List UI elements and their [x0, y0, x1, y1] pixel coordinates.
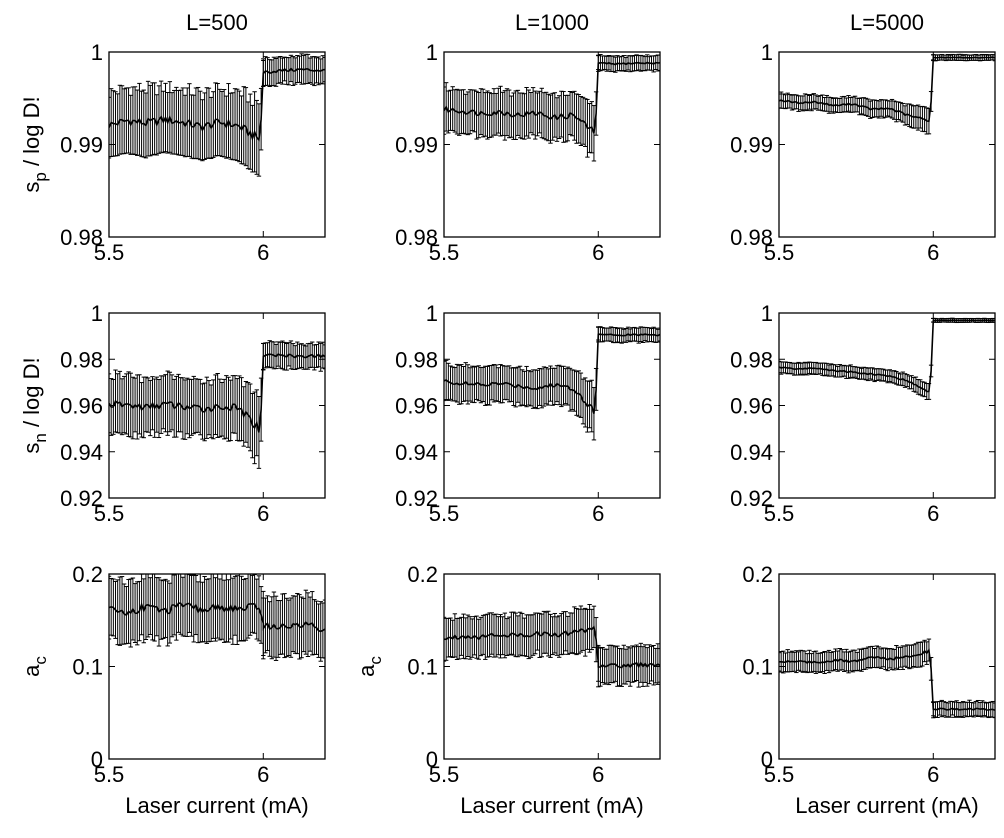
y-tick-label: 0 — [91, 747, 103, 772]
plot-frame — [778, 51, 996, 238]
series — [444, 326, 660, 441]
subplot-3-3: 5.5 6 0 0.1 0.2 Laser current (mA) — [742, 562, 996, 818]
column-title: L=5000 — [850, 10, 924, 35]
x-tick-label: 6 — [927, 501, 939, 526]
y-tick-label: 0.92 — [395, 486, 438, 511]
y-tick-label: 0 — [761, 747, 773, 772]
x-tick-label: 5.5 — [94, 240, 125, 265]
series — [779, 53, 995, 135]
mean-line — [444, 333, 660, 414]
x-tick-label: 5.5 — [94, 501, 125, 526]
column-title: L=1000 — [515, 10, 589, 35]
subplot-3-2: 5.5 6 0 0.1 0.2 Laser current (mA) ac — [354, 562, 661, 818]
x-tick-label: 5.5 — [764, 762, 795, 787]
column-title: L=500 — [186, 10, 248, 35]
x-tick-label: 5.5 — [764, 501, 795, 526]
y-tick-label: 0.2 — [407, 562, 438, 587]
x-tick-label: 5.5 — [429, 240, 460, 265]
mean-line — [109, 601, 325, 633]
x-tick-label: 6 — [592, 762, 604, 787]
series — [444, 603, 660, 688]
y-tick-label: 0.96 — [60, 394, 103, 419]
y-tick-label: 0.98 — [60, 347, 103, 372]
x-axis-label: Laser current (mA) — [125, 793, 308, 818]
y-axis-label: ac — [354, 656, 385, 677]
x-tick-label: 5.5 — [94, 762, 125, 787]
x-tick-label: 6 — [257, 501, 269, 526]
x-tick-label: 5.5 — [429, 762, 460, 787]
series — [109, 340, 325, 469]
subplot-1-2: 5.5 6 0.98 0.99 1 L=1000 — [395, 10, 661, 265]
x-tick-label: 6 — [592, 240, 604, 265]
plot-frame — [778, 312, 996, 499]
y-tick-label: 0.2 — [742, 562, 773, 587]
y-tick-label: 0.99 — [60, 133, 103, 158]
x-axis-label: Laser current (mA) — [795, 793, 978, 818]
subplot-1-1: 5.5 6 0.98 0.99 1 L=500 sp / log D! — [19, 10, 326, 265]
y-tick-label: 0.98 — [60, 225, 103, 250]
y-tick-label: 0.99 — [395, 133, 438, 158]
subplot-2-2: 5.5 6 0.92 0.94 0.96 0.98 1 — [395, 301, 661, 526]
y-tick-label: 1 — [426, 40, 438, 65]
series — [444, 54, 660, 162]
y-tick-label: 1 — [91, 301, 103, 326]
subplot-2-3: 5.5 6 0.92 0.94 0.96 0.98 1 — [730, 301, 996, 526]
y-axis-label: ac — [19, 656, 50, 677]
mean-line — [779, 56, 995, 123]
y-tick-label: 0.1 — [407, 655, 438, 680]
series — [109, 53, 325, 177]
x-tick-label: 6 — [257, 762, 269, 787]
y-tick-label: 0.98 — [395, 347, 438, 372]
y-tick-label: 1 — [426, 301, 438, 326]
y-tick-label: 0.94 — [730, 440, 773, 465]
mean-line — [444, 61, 660, 134]
x-tick-label: 6 — [927, 240, 939, 265]
y-tick-label: 0.1 — [72, 655, 103, 680]
x-tick-label: 6 — [592, 501, 604, 526]
y-axis-label: sn / log D! — [19, 357, 50, 453]
y-tick-label: 0.96 — [395, 394, 438, 419]
series — [779, 638, 995, 719]
y-tick-label: 0.2 — [72, 562, 103, 587]
mean-line — [444, 625, 660, 669]
series — [779, 317, 995, 400]
y-tick-label: 0.96 — [730, 394, 773, 419]
mean-line — [779, 647, 995, 712]
y-tick-label: 1 — [761, 40, 773, 65]
subplot-3-1: 5.5 6 0 0.1 0.2 Laser current (mA) ac — [19, 562, 326, 818]
mean-line — [779, 319, 995, 393]
y-tick-label: 1 — [91, 40, 103, 65]
y-tick-label: 0.1 — [742, 655, 773, 680]
y-tick-label: 0.94 — [60, 440, 103, 465]
subplot-2-1: 5.5 6 0.92 0.94 0.96 0.98 1 sn / log D! — [19, 301, 326, 526]
x-tick-label: 6 — [257, 240, 269, 265]
y-tick-label: 0.98 — [395, 225, 438, 250]
y-tick-label: 0.92 — [730, 486, 773, 511]
y-tick-label: 0.94 — [395, 440, 438, 465]
mean-line — [109, 352, 325, 433]
y-tick-label: 0 — [426, 747, 438, 772]
y-tick-label: 0.98 — [730, 347, 773, 372]
x-tick-label: 5.5 — [764, 240, 795, 265]
y-tick-label: 0.98 — [730, 225, 773, 250]
y-tick-label: 0.92 — [60, 486, 103, 511]
subplot-1-3: 5.5 6 0.98 0.99 1 L=5000 — [730, 10, 996, 265]
y-tick-label: 1 — [761, 301, 773, 326]
x-tick-label: 5.5 — [429, 501, 460, 526]
series — [109, 574, 325, 662]
mean-line — [109, 67, 325, 143]
y-axis-label: sp / log D! — [19, 96, 50, 192]
y-tick-label: 0.99 — [730, 133, 773, 158]
x-axis-label: Laser current (mA) — [460, 793, 643, 818]
x-tick-label: 6 — [927, 762, 939, 787]
plot-frame — [443, 51, 661, 238]
